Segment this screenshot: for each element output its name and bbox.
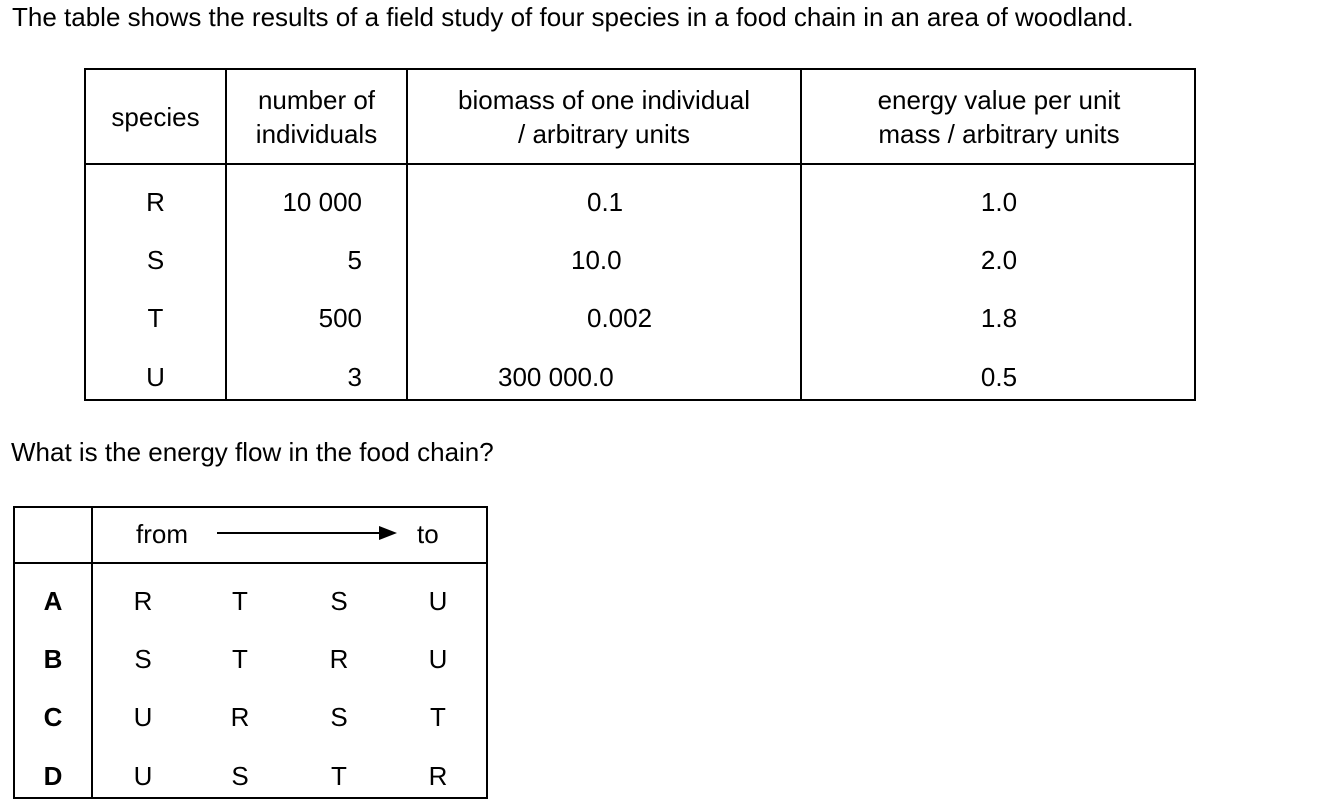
row-species: R xyxy=(146,187,165,217)
from-label: from xyxy=(136,519,188,549)
row-species: U xyxy=(146,362,165,392)
row-biomass: 0.1 xyxy=(587,187,624,217)
row-energy: 1.0 xyxy=(980,187,1018,217)
row-number: 10 000 xyxy=(282,187,362,217)
option-letter: A xyxy=(43,586,63,616)
option-letter: C xyxy=(43,702,63,732)
chain-species: U xyxy=(428,644,448,674)
right-arrow-icon xyxy=(217,526,397,540)
header-number-line1: number of xyxy=(257,85,376,115)
chain-species: U xyxy=(428,586,448,616)
row-number: 5 xyxy=(347,245,362,275)
chain-species: S xyxy=(330,586,348,616)
header-divider xyxy=(84,163,1196,165)
row-energy: 2.0 xyxy=(980,245,1018,275)
row-species: S xyxy=(146,245,165,275)
row-biomass: 10.0 xyxy=(571,245,622,275)
row-biomass: 300 000.0 xyxy=(498,362,614,392)
chain-species: T xyxy=(232,586,248,616)
row-number: 3 xyxy=(347,362,362,392)
header-biomass-line2: / arbitrary units xyxy=(518,119,690,149)
row-energy: 1.8 xyxy=(980,303,1018,333)
header-divider xyxy=(13,562,488,564)
chain-species: R xyxy=(230,702,250,732)
to-label: to xyxy=(417,519,439,549)
answer-table-border xyxy=(13,506,488,799)
chain-species: S xyxy=(231,761,249,791)
option-letter: B xyxy=(43,644,63,674)
column-divider xyxy=(406,68,408,401)
row-biomass: 0.002 xyxy=(587,303,653,333)
row-number: 500 xyxy=(318,303,362,333)
chain-species: S xyxy=(134,644,152,674)
column-divider xyxy=(800,68,802,401)
answer-options-table: from to A R T S U B S T R U C U R S T D … xyxy=(13,506,488,799)
row-species: T xyxy=(147,303,164,333)
chain-species: T xyxy=(331,761,347,791)
chain-species: R xyxy=(329,644,349,674)
chain-species: R xyxy=(133,586,153,616)
chain-species: T xyxy=(430,702,446,732)
header-energy-line1: energy value per unit xyxy=(877,85,1121,115)
chain-species: R xyxy=(428,761,448,791)
option-letter: D xyxy=(43,761,63,791)
header-biomass-line1: biomass of one individual xyxy=(458,85,750,115)
column-divider xyxy=(91,506,93,799)
results-table-border xyxy=(84,68,1196,401)
row-energy: 0.5 xyxy=(980,362,1018,392)
header-number-line2: individuals xyxy=(255,119,378,149)
header-species: species xyxy=(111,102,200,132)
chain-species: U xyxy=(133,761,153,791)
intro-text: The table shows the results of a field s… xyxy=(12,2,1134,32)
chain-species: U xyxy=(133,702,153,732)
header-energy-line2: mass / arbitrary units xyxy=(878,119,1120,149)
chain-species: T xyxy=(232,644,248,674)
chain-species: S xyxy=(330,702,348,732)
column-divider xyxy=(225,68,227,401)
question-text: What is the energy flow in the food chai… xyxy=(11,437,494,467)
results-table: species number of individuals biomass of… xyxy=(84,68,1196,401)
